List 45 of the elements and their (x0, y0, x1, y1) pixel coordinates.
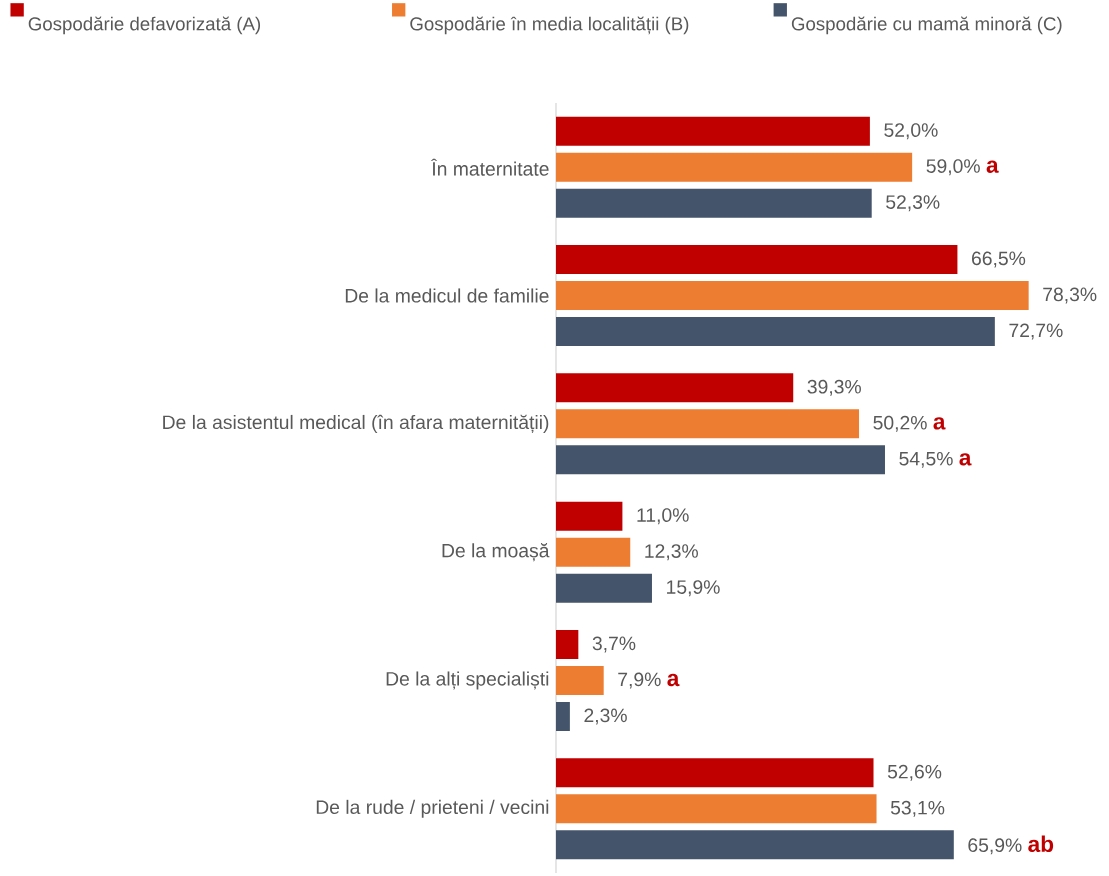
bar (556, 830, 954, 860)
bar (556, 116, 870, 146)
data-label: 15,9% (667, 580, 720, 597)
data-label: 52,0% (884, 123, 938, 140)
bar (556, 245, 958, 275)
bar (556, 188, 872, 218)
data-label: 72,7% (1009, 323, 1063, 340)
legend-label: Gospodărie cu mamă minoră (C) (791, 16, 1062, 35)
legend-label: Gospodărie în media localității (B) (410, 16, 689, 35)
data-label: 52,3% (886, 195, 940, 212)
bar (556, 152, 913, 182)
bar (556, 758, 874, 788)
bar (556, 537, 631, 567)
data-label: 12,3% (645, 544, 698, 561)
data-label: 53,1% (890, 800, 945, 817)
bar (556, 373, 794, 403)
y-tick-label: De la medicul de familie (345, 288, 549, 303)
y-tick-label: De la asistentul medical (în afara maternității) (163, 414, 549, 434)
data-label: 65,9% ab (968, 835, 1054, 855)
bar (556, 702, 570, 732)
y-tick-label: De la rude / prieteni / vecini (316, 799, 549, 818)
bar (556, 666, 604, 696)
data-label: 2,3% (584, 708, 627, 725)
bar (556, 794, 877, 824)
bar (556, 317, 995, 347)
bar (556, 573, 652, 603)
y-tick-label: În maternitate (430, 158, 549, 176)
bar (556, 281, 1029, 311)
bar (556, 630, 579, 660)
data-label: 3,7% (592, 636, 636, 653)
data-label: 78,3% (1043, 287, 1097, 304)
data-label: 66,5% (972, 251, 1026, 268)
bar (556, 501, 623, 531)
data-label: 52,6% (887, 764, 942, 781)
bar (556, 445, 885, 475)
y-tick-label: De la moașă (442, 543, 550, 562)
data-label: 54,5% a (899, 451, 972, 468)
bar (556, 409, 860, 439)
data-label: 7,9% a (618, 672, 680, 689)
y-tick-label: De la alți specialiști (386, 671, 549, 690)
legend-label: Gospodărie defavorizată (A) (28, 16, 261, 35)
data-label: 59,0% a (926, 159, 999, 176)
data-label: 11,0% (637, 508, 689, 525)
data-label: 39,3% (807, 379, 861, 396)
data-label: 50,2% a (873, 415, 946, 432)
